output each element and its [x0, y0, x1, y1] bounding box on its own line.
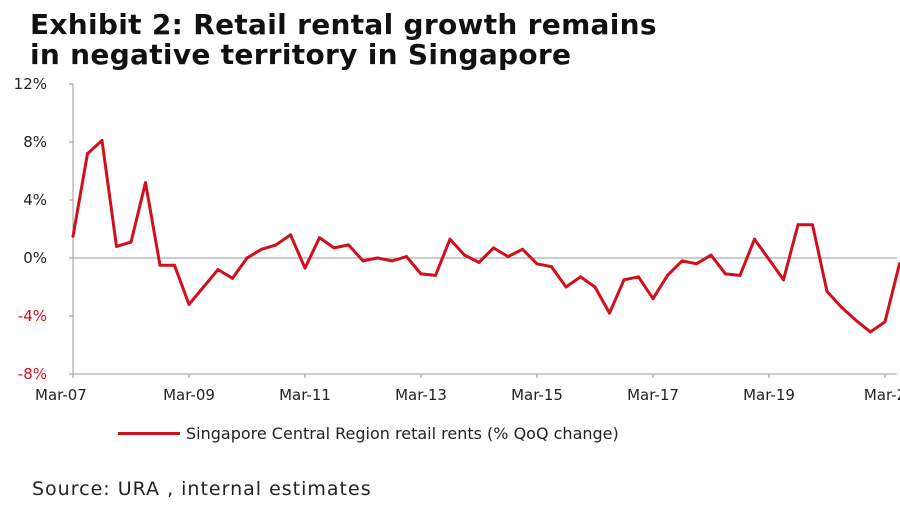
data-point — [274, 243, 278, 247]
data-point — [767, 257, 771, 261]
x-axis-ticks: Mar-07 Mar-09 Mar-11 Mar-13 Mar-15 Mar-17 Mar-… — [35, 374, 900, 404]
legend-line-swatch — [118, 432, 180, 435]
data-point — [666, 273, 669, 277]
data-point — [144, 181, 147, 185]
y-tick-label: 4% — [23, 191, 47, 209]
data-point — [854, 318, 858, 322]
data-point — [361, 259, 365, 263]
source-note: Source: URA , internal estimates — [32, 478, 372, 500]
x-tick-label: Mar-07 — [35, 386, 87, 404]
chart-axes — [72, 84, 897, 375]
data-point — [448, 237, 452, 241]
data-point — [477, 260, 481, 264]
data-point — [187, 302, 191, 306]
data-point — [869, 330, 872, 334]
data-point — [115, 244, 118, 248]
data-point — [506, 255, 510, 259]
data-point — [738, 273, 742, 277]
chart-legend: Singapore Central Region retail rents (%… — [118, 424, 619, 443]
data-point — [216, 268, 220, 272]
y-tick-label: -8% — [18, 365, 47, 383]
data-point — [86, 152, 89, 156]
data-point — [825, 289, 829, 293]
data-points — [71, 139, 900, 334]
data-point — [724, 272, 727, 276]
chart-title-line-1: Exhibit 2: Retail rental growth remains — [30, 8, 657, 41]
data-point — [796, 223, 800, 227]
data-point — [303, 266, 307, 270]
data-point — [637, 275, 640, 279]
data-point — [376, 256, 379, 260]
series-group — [71, 139, 900, 334]
data-point — [651, 297, 655, 301]
data-point — [709, 253, 713, 257]
data-point — [347, 243, 350, 247]
x-tick-label: Mar-19 — [743, 386, 795, 404]
data-point — [419, 272, 423, 276]
data-point — [129, 240, 133, 244]
data-point — [463, 253, 466, 257]
data-point — [608, 311, 611, 315]
data-point — [622, 278, 626, 282]
data-point — [173, 263, 176, 267]
data-point — [434, 273, 437, 277]
data-point — [158, 263, 162, 267]
y-axis-ticks: 12% 8% 4% 0% -4% -8% — [14, 75, 73, 383]
series-line-singapore-central-region — [71, 139, 900, 334]
data-point — [564, 285, 568, 289]
data-point — [535, 262, 539, 266]
data-point — [332, 246, 336, 250]
x-tick-label: Mar-11 — [279, 386, 331, 404]
data-point — [680, 259, 684, 263]
data-point — [782, 278, 785, 282]
chart-title: Exhibit 2: Retail rental growth remains … — [30, 10, 810, 70]
x-tick-label: Mar-09 — [163, 386, 215, 404]
y-tick-label: 12% — [14, 75, 47, 93]
x-tick-label: Mar-2 — [864, 386, 900, 404]
data-point — [521, 247, 524, 251]
data-point — [492, 246, 495, 250]
data-point — [71, 234, 75, 238]
data-point — [390, 259, 394, 263]
data-point — [695, 262, 698, 266]
data-point — [202, 285, 205, 289]
data-point — [318, 236, 321, 240]
chart-title-line-2: in negative territory in Singapore — [30, 38, 572, 71]
x-tick-label: Mar-15 — [511, 386, 563, 404]
y-tick-label: 8% — [23, 133, 47, 151]
data-point — [883, 320, 887, 324]
y-tick-label: -4% — [18, 307, 47, 325]
x-tick-label: Mar-17 — [627, 386, 679, 404]
data-point — [100, 139, 104, 142]
data-point — [753, 237, 756, 241]
data-point — [289, 233, 292, 237]
data-point — [550, 265, 553, 269]
data-point — [405, 255, 408, 259]
data-point — [231, 276, 234, 280]
data-point — [593, 285, 597, 289]
data-point — [260, 247, 263, 251]
data-point — [840, 305, 843, 309]
data-point — [811, 223, 814, 227]
y-tick-label: 0% — [23, 249, 47, 267]
legend-label: Singapore Central Region retail rents (%… — [186, 424, 619, 443]
data-point — [579, 275, 582, 279]
x-tick-label: Mar-13 — [395, 386, 447, 404]
data-point — [245, 256, 249, 260]
